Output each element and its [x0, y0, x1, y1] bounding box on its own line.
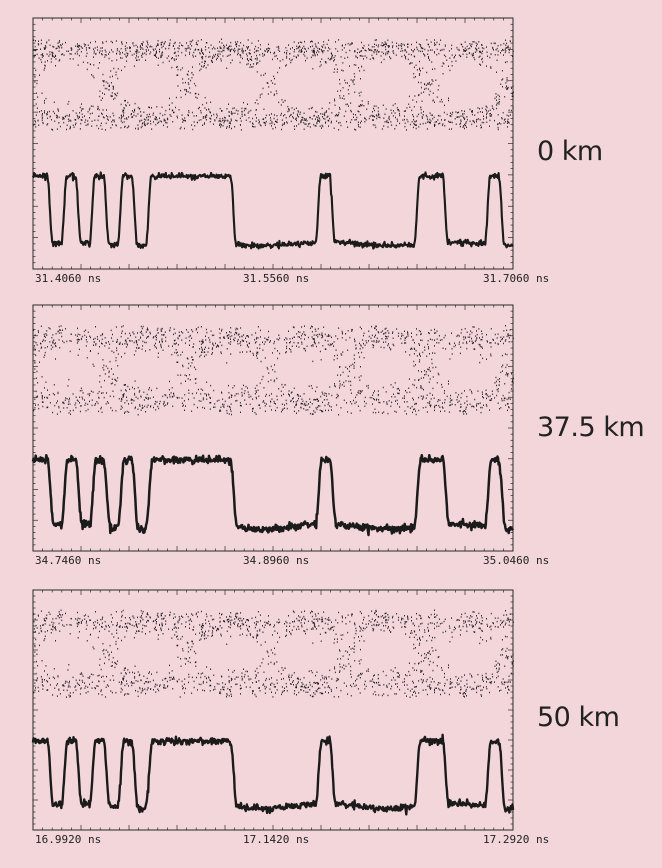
border-ticks: [32, 589, 514, 831]
x-tick-label: 35.0460 ns: [483, 554, 549, 567]
bit-waveform: [31, 453, 515, 537]
border-ticks: [32, 304, 514, 552]
x-tick-label: 31.5560 ns: [243, 272, 309, 285]
x-tick-label: 17.1420 ns: [243, 833, 309, 846]
panel-frame: [32, 589, 514, 831]
scope-panel-1: 34.7460 ns 34.8960 ns 35.0460 ns: [31, 304, 549, 567]
x-tick-label: 31.4060 ns: [35, 272, 101, 285]
x-tick-label: 34.7460 ns: [35, 554, 101, 567]
panel-label-0: 0 km: [537, 136, 603, 167]
x-tick-label: 16.9920 ns: [35, 833, 101, 846]
bit-waveform: [31, 733, 515, 816]
bit-waveform: [31, 171, 514, 250]
eye-diagram: [33, 609, 514, 698]
eye-diagram: [33, 325, 514, 416]
x-tick-label: 34.8960 ns: [243, 554, 309, 567]
panel-frame: [32, 304, 514, 552]
panel-label-1: 37.5 km: [537, 412, 645, 443]
scope-panel-0: 31.4060 ns 31.5560 ns 31.7060 ns: [31, 17, 549, 285]
x-tick-label: 31.7060 ns: [483, 272, 549, 285]
eye-diagram: [33, 38, 514, 131]
panel-label-2: 50 km: [537, 702, 620, 733]
scope-panel-2: 16.9920 ns 17.1420 ns 17.2920 ns: [31, 589, 549, 846]
border-ticks: [32, 17, 514, 270]
x-tick-label: 17.2920 ns: [483, 833, 549, 846]
panel-frame: [32, 17, 514, 270]
